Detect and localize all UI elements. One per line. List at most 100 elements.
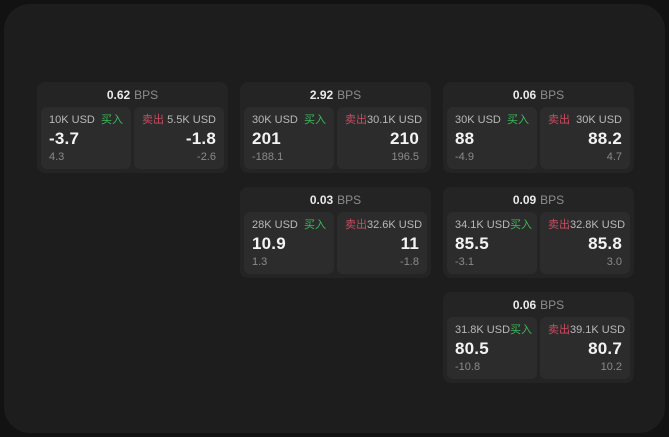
buy-panel-top: 30K USD 买入	[252, 115, 326, 126]
buy-amount: 34.1K USD	[455, 219, 511, 231]
buy-panel[interactable]: 10K USD 买入 -3.7 4.3	[41, 107, 131, 169]
quote-card-grid: 0.62 BPS 10K USD 买入 -3.7 4.3 卖出 5.5K USD…	[37, 82, 634, 383]
card-header: 0.03 BPS	[240, 187, 431, 212]
sell-price: -1.8	[185, 129, 216, 148]
card-header: 0.06 BPS	[443, 292, 634, 317]
buy-label: 买入	[510, 324, 533, 336]
card-header: 2.92 BPS	[240, 82, 431, 107]
bps-unit-label: BPS	[134, 87, 159, 102]
bps-value: 0.09	[512, 192, 537, 207]
buy-panel[interactable]: 31.8K USD 买入 80.5 -10.8	[447, 317, 537, 379]
sell-delta: 10.2	[600, 361, 622, 373]
sell-panel[interactable]: 卖出 39.1K USD 80.7 10.2	[540, 317, 630, 379]
card-header: 0.62 BPS	[37, 82, 228, 107]
quote-panels: 31.8K USD 买入 80.5 -10.8 卖出 39.1K USD 80.…	[443, 317, 634, 383]
quote-card: 0.09 BPS 34.1K USD 买入 85.5 -3.1 卖出 32.8K…	[443, 187, 634, 278]
buy-delta: -3.1	[455, 256, 474, 268]
buy-price: 88	[455, 129, 475, 148]
buy-delta: 1.3	[252, 256, 268, 268]
quote-panels: 30K USD 买入 201 -188.1 卖出 30.1K USD 210 1…	[240, 107, 431, 173]
sell-amount: 32.6K USD	[367, 219, 423, 231]
sell-label: 卖出	[345, 114, 367, 126]
sell-label: 卖出	[548, 219, 570, 231]
buy-panel-top: 28K USD 买入	[252, 220, 326, 231]
bps-unit-label: BPS	[337, 87, 362, 102]
sell-price: 11	[400, 234, 419, 253]
quote-panels: 28K USD 买入 10.9 1.3 卖出 32.6K USD 11 -1.8	[240, 212, 431, 278]
buy-label: 买入	[304, 219, 326, 231]
sell-amount: 32.8K USD	[570, 219, 626, 231]
quote-panels: 30K USD 买入 88 -4.9 卖出 30K USD 88.2 4.7	[443, 107, 634, 173]
sell-amount: 39.1K USD	[570, 324, 626, 336]
card-header: 0.06 BPS	[443, 82, 634, 107]
buy-delta: -4.9	[455, 151, 474, 163]
sell-panel[interactable]: 卖出 32.6K USD 11 -1.8	[337, 212, 427, 274]
buy-amount: 10K USD	[49, 114, 95, 126]
quote-card: 2.92 BPS 30K USD 买入 201 -188.1 卖出 30.1K …	[240, 82, 431, 173]
sell-label: 卖出	[548, 324, 570, 336]
sell-delta: 196.5	[391, 151, 419, 163]
bps-value: 0.06	[512, 87, 537, 102]
sell-panel-top: 卖出 30K USD	[548, 115, 622, 126]
buy-label: 买入	[507, 114, 529, 126]
sell-panel-top: 卖出 5.5K USD	[142, 115, 216, 126]
sell-price: 85.8	[588, 234, 622, 253]
bps-unit-label: BPS	[337, 192, 362, 207]
sell-label: 卖出	[142, 114, 164, 126]
sell-price: 80.7	[588, 339, 622, 358]
sell-panel-top: 卖出 32.6K USD	[345, 219, 423, 231]
buy-panel-top: 31.8K USD 买入	[455, 324, 533, 336]
app-window: 0.62 BPS 10K USD 买入 -3.7 4.3 卖出 5.5K USD…	[4, 4, 665, 433]
bps-value: 2.92	[309, 87, 334, 102]
buy-panel-top: 10K USD 买入	[49, 115, 123, 126]
sell-price: 88.2	[588, 129, 622, 148]
buy-panel[interactable]: 34.1K USD 买入 85.5 -3.1	[447, 212, 537, 274]
quote-card: 0.62 BPS 10K USD 买入 -3.7 4.3 卖出 5.5K USD…	[37, 82, 228, 173]
quote-card: 0.06 BPS 31.8K USD 买入 80.5 -10.8 卖出 39.1…	[443, 292, 634, 383]
buy-panel[interactable]: 28K USD 买入 10.9 1.3	[244, 212, 334, 274]
quote-card: 0.03 BPS 28K USD 买入 10.9 1.3 卖出 32.6K US…	[240, 187, 431, 278]
sell-panel[interactable]: 卖出 30K USD 88.2 4.7	[540, 107, 630, 169]
quote-card: 0.06 BPS 30K USD 买入 88 -4.9 卖出 30K USD 8…	[443, 82, 634, 173]
buy-panel[interactable]: 30K USD 买入 88 -4.9	[447, 107, 537, 169]
sell-delta: -1.8	[400, 256, 419, 268]
sell-amount: 30K USD	[576, 114, 622, 126]
sell-panel[interactable]: 卖出 30.1K USD 210 196.5	[337, 107, 427, 169]
buy-delta: 4.3	[49, 151, 65, 163]
buy-price: 85.5	[455, 234, 489, 253]
buy-panel-top: 34.1K USD 买入	[455, 219, 533, 231]
buy-label: 买入	[510, 219, 533, 231]
buy-price: 201	[252, 129, 281, 148]
buy-amount: 30K USD	[252, 114, 298, 126]
bps-unit-label: BPS	[540, 192, 565, 207]
sell-panel[interactable]: 卖出 32.8K USD 85.8 3.0	[540, 212, 630, 274]
sell-label: 卖出	[548, 114, 570, 126]
sell-panel-top: 卖出 32.8K USD	[548, 219, 626, 231]
buy-amount: 31.8K USD	[455, 324, 511, 336]
bps-value: 0.06	[512, 297, 537, 312]
card-header: 0.09 BPS	[443, 187, 634, 212]
sell-panel-top: 卖出 30.1K USD	[345, 114, 422, 126]
buy-amount: 30K USD	[455, 114, 501, 126]
buy-delta: -188.1	[252, 151, 284, 163]
buy-panel-top: 30K USD 买入	[455, 115, 529, 126]
buy-price: -3.7	[49, 129, 80, 148]
sell-label: 卖出	[345, 219, 367, 231]
buy-price: 10.9	[252, 234, 286, 253]
sell-panel-top: 卖出 39.1K USD	[548, 324, 626, 336]
bps-unit-label: BPS	[540, 87, 565, 102]
buy-panel[interactable]: 30K USD 买入 201 -188.1	[244, 107, 334, 169]
sell-amount: 5.5K USD	[167, 114, 216, 126]
buy-delta: -10.8	[455, 361, 481, 373]
bps-unit-label: BPS	[540, 297, 565, 312]
buy-price: 80.5	[455, 339, 489, 358]
buy-label: 买入	[304, 114, 326, 126]
bps-value: 0.62	[106, 87, 131, 102]
bps-value: 0.03	[309, 192, 334, 207]
sell-panel[interactable]: 卖出 5.5K USD -1.8 -2.6	[134, 107, 224, 169]
sell-delta: 3.0	[606, 256, 622, 268]
quote-panels: 34.1K USD 买入 85.5 -3.1 卖出 32.8K USD 85.8…	[443, 212, 634, 278]
quote-panels: 10K USD 买入 -3.7 4.3 卖出 5.5K USD -1.8 -2.…	[37, 107, 228, 173]
sell-price: 210	[390, 129, 419, 148]
buy-label: 买入	[101, 114, 123, 126]
